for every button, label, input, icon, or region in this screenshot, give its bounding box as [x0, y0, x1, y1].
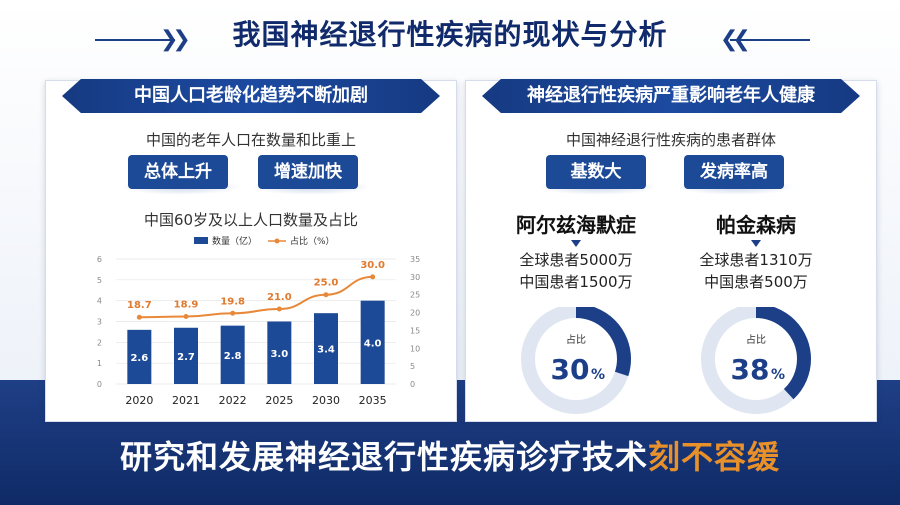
- y-right-tick-label: 35: [410, 255, 420, 264]
- page-title: 我国神经退行性疾病的现状与分析: [232, 18, 668, 51]
- china-patients: 中国患者500万: [704, 273, 808, 291]
- x-tick-label: 2020: [125, 394, 153, 407]
- y-left-tick-label: 1: [97, 359, 102, 368]
- y-left-tick-label: 4: [97, 297, 102, 306]
- legend-label-bar: 数量（亿）: [212, 235, 257, 247]
- global-patients: 全球患者1310万: [699, 251, 813, 269]
- arrow-down-icon: [571, 240, 581, 247]
- y-right-tick-label: 5: [410, 362, 415, 371]
- chart-title: 中国60岁及以上人口数量及占比: [143, 211, 359, 229]
- gauge-label: 占比: [566, 333, 586, 346]
- china-patients: 中国患者1500万: [519, 273, 633, 291]
- line-point: [183, 314, 189, 319]
- bar-value-label: 3.4: [317, 345, 335, 356]
- aging-panel-header: 中国人口老龄化趋势不断加剧: [62, 79, 440, 113]
- y-right-tick-label: 10: [410, 344, 420, 353]
- y-left-tick-label: 3: [97, 318, 102, 327]
- legend-label-line: 占比（%）: [290, 235, 335, 247]
- footer-main: 研究和发展神经退行性疾病诊疗技术: [119, 438, 648, 476]
- bar-value-label: 4.0: [364, 338, 382, 349]
- y-right-tick-label: 30: [410, 273, 420, 282]
- bar: [360, 300, 385, 384]
- gauge-unit: %: [591, 367, 605, 383]
- gauge-value: 30: [551, 353, 590, 386]
- footer-slogan: 研究和发展神经退行性疾病诊疗技术刻不容缓: [0, 432, 900, 478]
- line-point: [370, 274, 376, 280]
- bar: [267, 321, 292, 384]
- disease-subtitle: 中国神经退行性疾病的患者群体: [565, 131, 776, 149]
- line-value-label: 19.8: [220, 296, 245, 307]
- gauge-value: 38: [731, 353, 770, 386]
- pill-overall-rise: 总体上升: [128, 155, 228, 189]
- bar-value-label: 3.0: [270, 349, 288, 360]
- gauge-unit: %: [771, 367, 785, 383]
- gauge-fill: [701, 307, 811, 414]
- x-tick-label: 2035: [359, 394, 387, 407]
- disease-name: 阿尔兹海默症: [516, 213, 636, 237]
- bar: [174, 327, 198, 384]
- x-tick-label: 2021: [172, 394, 200, 407]
- bar: [220, 325, 245, 384]
- series-line-ratio: [139, 275, 373, 319]
- bar: [127, 329, 152, 384]
- line-point: [276, 306, 282, 312]
- disease-parkinsons: 帕金森病 全球患者1310万 中国患者500万: [671, 209, 841, 293]
- disease-panel-header: 神经退行性疾病严重影响老年人健康: [482, 79, 860, 113]
- title-right-line: [730, 39, 810, 41]
- disease-panel: 神经退行性疾病严重影响老年人健康 中国神经退行性疾病的患者群体 基数大 发病率高…: [465, 79, 877, 422]
- alzheimers-gauge: 占比 30 %: [521, 307, 631, 414]
- gauge-label: 占比: [746, 333, 766, 346]
- population-chart: 0123456051015202530352.620202.720212.820…: [97, 235, 420, 407]
- line-value-label: 18.9: [174, 300, 199, 311]
- y-left-tick-label: 0: [97, 380, 102, 389]
- y-left-tick-label: 2: [97, 338, 102, 347]
- pill-large-base: 基数大: [546, 155, 646, 189]
- pill-high-incidence: 发病率高: [684, 155, 784, 189]
- aging-panel: 中国人口老龄化趋势不断加剧 中国的老年人口在数量和比重上 总体上升 增速加快 中…: [45, 79, 457, 422]
- disease-alzheimers: 阿尔兹海默症 全球患者5000万 中国患者1500万: [491, 209, 661, 293]
- legend-swatch-point: [274, 238, 280, 244]
- x-tick-label: 2022: [219, 394, 247, 407]
- line-point: [323, 292, 329, 298]
- line-value-label: 18.7: [127, 300, 152, 311]
- global-patients: 全球患者5000万: [519, 251, 633, 269]
- parkinsons-gauge: 占比 38 %: [701, 307, 811, 414]
- y-left-tick-label: 6: [97, 255, 102, 264]
- pill-faster-growth: 增速加快: [258, 155, 358, 189]
- y-right-tick-label: 20: [410, 309, 420, 318]
- x-tick-label: 2030: [312, 394, 340, 407]
- y-right-tick-label: 15: [410, 326, 420, 335]
- gauge-fill: [521, 307, 631, 414]
- y-right-tick-label: 25: [410, 291, 420, 300]
- aging-subtitle: 中国的老年人口在数量和比重上: [145, 131, 356, 149]
- line-value-label: 21.0: [267, 292, 292, 303]
- y-right-tick-label: 0: [410, 380, 415, 389]
- bar-value-label: 2.8: [224, 351, 242, 362]
- line-point: [230, 310, 236, 316]
- line-value-label: 25.0: [314, 278, 339, 289]
- footer-accent: 刻不容缓: [648, 438, 781, 476]
- bar-value-label: 2.6: [130, 353, 148, 364]
- y-left-tick-label: 5: [97, 276, 102, 285]
- line-point: [136, 314, 142, 320]
- title-bar: ❯❯ 我国神经退行性疾病的现状与分析 ❮❮: [0, 0, 900, 60]
- legend-swatch-bar: [194, 237, 208, 244]
- bar-value-label: 2.7: [177, 352, 195, 363]
- bar: [314, 313, 338, 384]
- disease-name: 帕金森病: [716, 213, 796, 237]
- x-tick-label: 2025: [265, 394, 293, 407]
- line-value-label: 30.0: [360, 260, 385, 271]
- title-left-line: [95, 39, 175, 41]
- arrow-down-icon: [751, 240, 761, 247]
